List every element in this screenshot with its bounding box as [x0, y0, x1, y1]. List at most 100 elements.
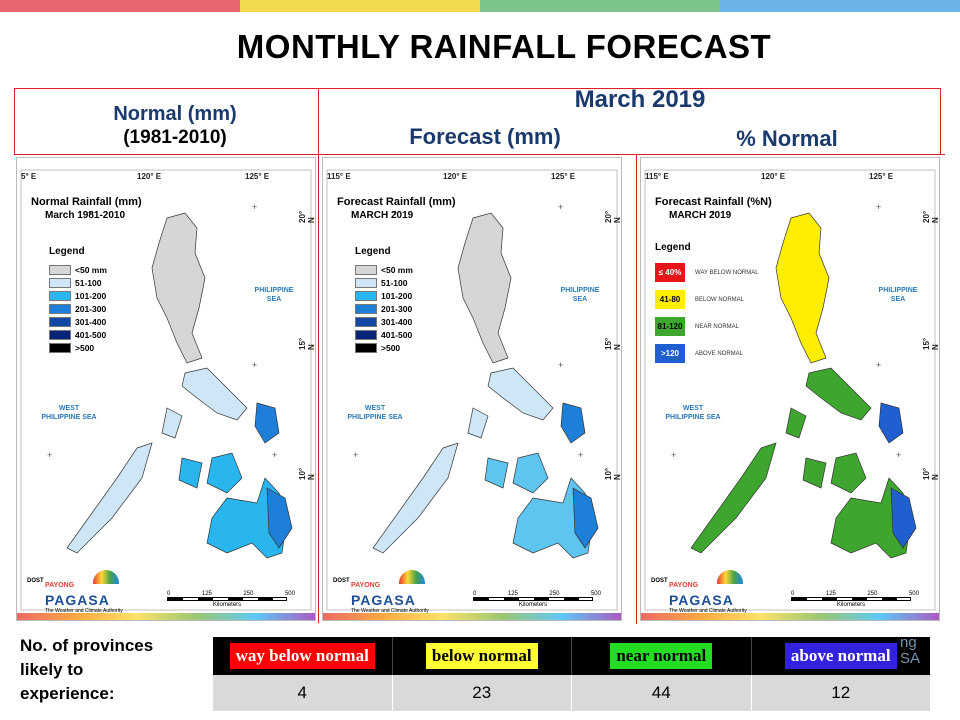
pagasa-logo: DOST PAYONG PAGASA The Weather and Climate … — [23, 570, 133, 615]
grid-cross: + — [252, 360, 257, 370]
umbrella-icon — [399, 570, 425, 584]
legend-label: 51-100 — [381, 277, 408, 288]
normal-header: Normal (mm) (1981-2010) — [70, 102, 280, 150]
scale-number: 500 — [590, 591, 601, 597]
logo-dost: DOST — [333, 578, 350, 584]
category-header-cell: below normal — [393, 637, 572, 675]
region-mid — [372, 367, 554, 554]
forecast-header: Forecast (mm) — [409, 124, 561, 149]
grid-cross: + — [876, 202, 881, 212]
provinces-label: No. of provinces likely to experience: — [20, 634, 153, 706]
legend-title: Legend — [355, 246, 391, 257]
map-panel-3: + + + + +115° E 120° E 125° E 20° N 15° N 10° N Fo… — [640, 157, 940, 621]
frame-top — [14, 88, 941, 89]
scale-numbers: 0 125 250 500 — [167, 591, 295, 597]
scale-number: 0 — [167, 591, 171, 597]
legend-swatch: ≤ 40% — [655, 263, 685, 282]
scale-number: 125 — [825, 591, 836, 597]
legend-label: 401-500 — [75, 329, 107, 340]
category-header-cell: near normal — [572, 637, 752, 675]
legend-item: <50 mm — [49, 263, 107, 276]
category-header-cell: above normal — [752, 637, 931, 675]
legend-label: NEAR NORMAL — [695, 323, 740, 330]
logo-tag: The Weather and Climate Authority — [351, 608, 429, 614]
legend-swatch: >120 — [655, 344, 685, 363]
philippines-map: + + + + + — [326, 169, 618, 611]
category-header-cell: way below normal — [213, 637, 393, 675]
provinces-label-line3: experience: — [20, 684, 115, 703]
top-bar-segment-green — [480, 0, 720, 12]
coord-lat15: 15° N — [604, 337, 622, 350]
category-count: 12 — [831, 683, 851, 702]
region-mid — [66, 367, 248, 554]
scale-numbers: 0 125 250 500 — [791, 591, 919, 597]
month-header: March 2019 — [574, 86, 706, 113]
legend-item: 51-100 — [49, 276, 107, 289]
scale-number: 0 — [791, 591, 795, 597]
scale-number: 125 — [507, 591, 518, 597]
map-title: Normal Rainfall (mm) March 1981-2010 — [31, 196, 142, 222]
logo-pagasa: PAGASA — [351, 592, 416, 608]
sea-label-east: PHILIPPINE SEA — [254, 287, 294, 303]
scale-number: 250 — [243, 591, 254, 597]
frame-divider — [318, 88, 319, 623]
legend-swatch — [49, 277, 71, 288]
legend-label: 301-400 — [381, 316, 413, 327]
logo-tag: The Weather and Climate Authority — [45, 608, 123, 614]
map-subtitle: March 1981-2010 — [45, 210, 126, 221]
legend-swatch — [49, 342, 71, 353]
legend-item: >500 — [355, 341, 413, 354]
legend-swatch — [355, 342, 377, 353]
category-count: 4 — [213, 675, 393, 711]
legend-swatch — [355, 316, 377, 327]
category-badge: above normal — [784, 643, 897, 669]
logo-pagasa: PAGASA — [45, 592, 110, 608]
region-mid — [690, 367, 872, 554]
map-title-text: Forecast Rainfall (%N) — [655, 196, 772, 208]
coord-lat20: 20° N — [604, 210, 622, 223]
legend-item: >500 — [49, 341, 107, 354]
panel-rainbow-strip — [323, 613, 621, 620]
scale-unit: Kilometers — [836, 602, 866, 608]
legend-title: Legend — [49, 246, 85, 257]
grid-cross: + — [252, 202, 257, 212]
legend-label: BELOW NORMAL — [695, 296, 745, 303]
grid-cross: + — [87, 208, 92, 218]
coord-right: 125° E — [869, 172, 894, 181]
legend-item: ≤ 40% WAY BELOW NORMAL — [655, 259, 759, 286]
legend-swatch — [355, 329, 377, 340]
legend-label: 301-400 — [75, 316, 107, 327]
sea-label-east: PHILIPPINE SEA — [878, 287, 918, 303]
scale-bar — [791, 597, 911, 601]
coord-lat10: 10° N — [922, 467, 940, 480]
category-badge: near normal — [610, 643, 713, 669]
legend-label: <50 mm — [75, 264, 107, 275]
percent-normal-header: % Normal — [736, 126, 838, 151]
coord-mid: 120° E — [137, 172, 162, 181]
top-bar-segment-red — [0, 0, 240, 12]
scale-unit: Kilometers — [212, 602, 242, 608]
grid-cross: + — [671, 450, 676, 460]
legend-swatch — [49, 264, 71, 275]
legend-swatch — [49, 290, 71, 301]
umbrella-icon — [93, 570, 119, 584]
map-frame — [644, 169, 936, 611]
map-frame — [20, 169, 312, 611]
scale-number: 125 — [201, 591, 212, 597]
scale-numbers: 0 125 250 500 — [473, 591, 601, 597]
legend-label: <50 mm — [381, 264, 413, 275]
scale-number: 0 — [473, 591, 477, 597]
map-panel-2: + + + + +115° E 120° E 125° E 20° N 15° N 10° N Fo… — [322, 157, 622, 621]
legend-label: 101-200 — [381, 290, 413, 301]
top-color-bar — [0, 0, 960, 12]
map-legend: Legend ≤ 40% WAY BELOW NORMAL 41-80 BELOW NO… — [655, 242, 759, 367]
frame-divider-2 — [636, 154, 637, 624]
provinces-table-body: 4 23 44 12 — [213, 675, 930, 711]
legend-item: >120 ABOVE NORMAL — [655, 340, 759, 367]
panel-rainbow-strip — [17, 613, 315, 620]
pagasa-logo: DOST PAYONG PAGASA The Weather and Climate … — [329, 570, 439, 615]
legend-label: >500 — [381, 342, 401, 353]
page-title: MONTHLY RAINFALL FORECAST — [236, 28, 772, 65]
legend-swatch — [355, 264, 377, 275]
legend-item: 101-200 — [355, 289, 413, 302]
